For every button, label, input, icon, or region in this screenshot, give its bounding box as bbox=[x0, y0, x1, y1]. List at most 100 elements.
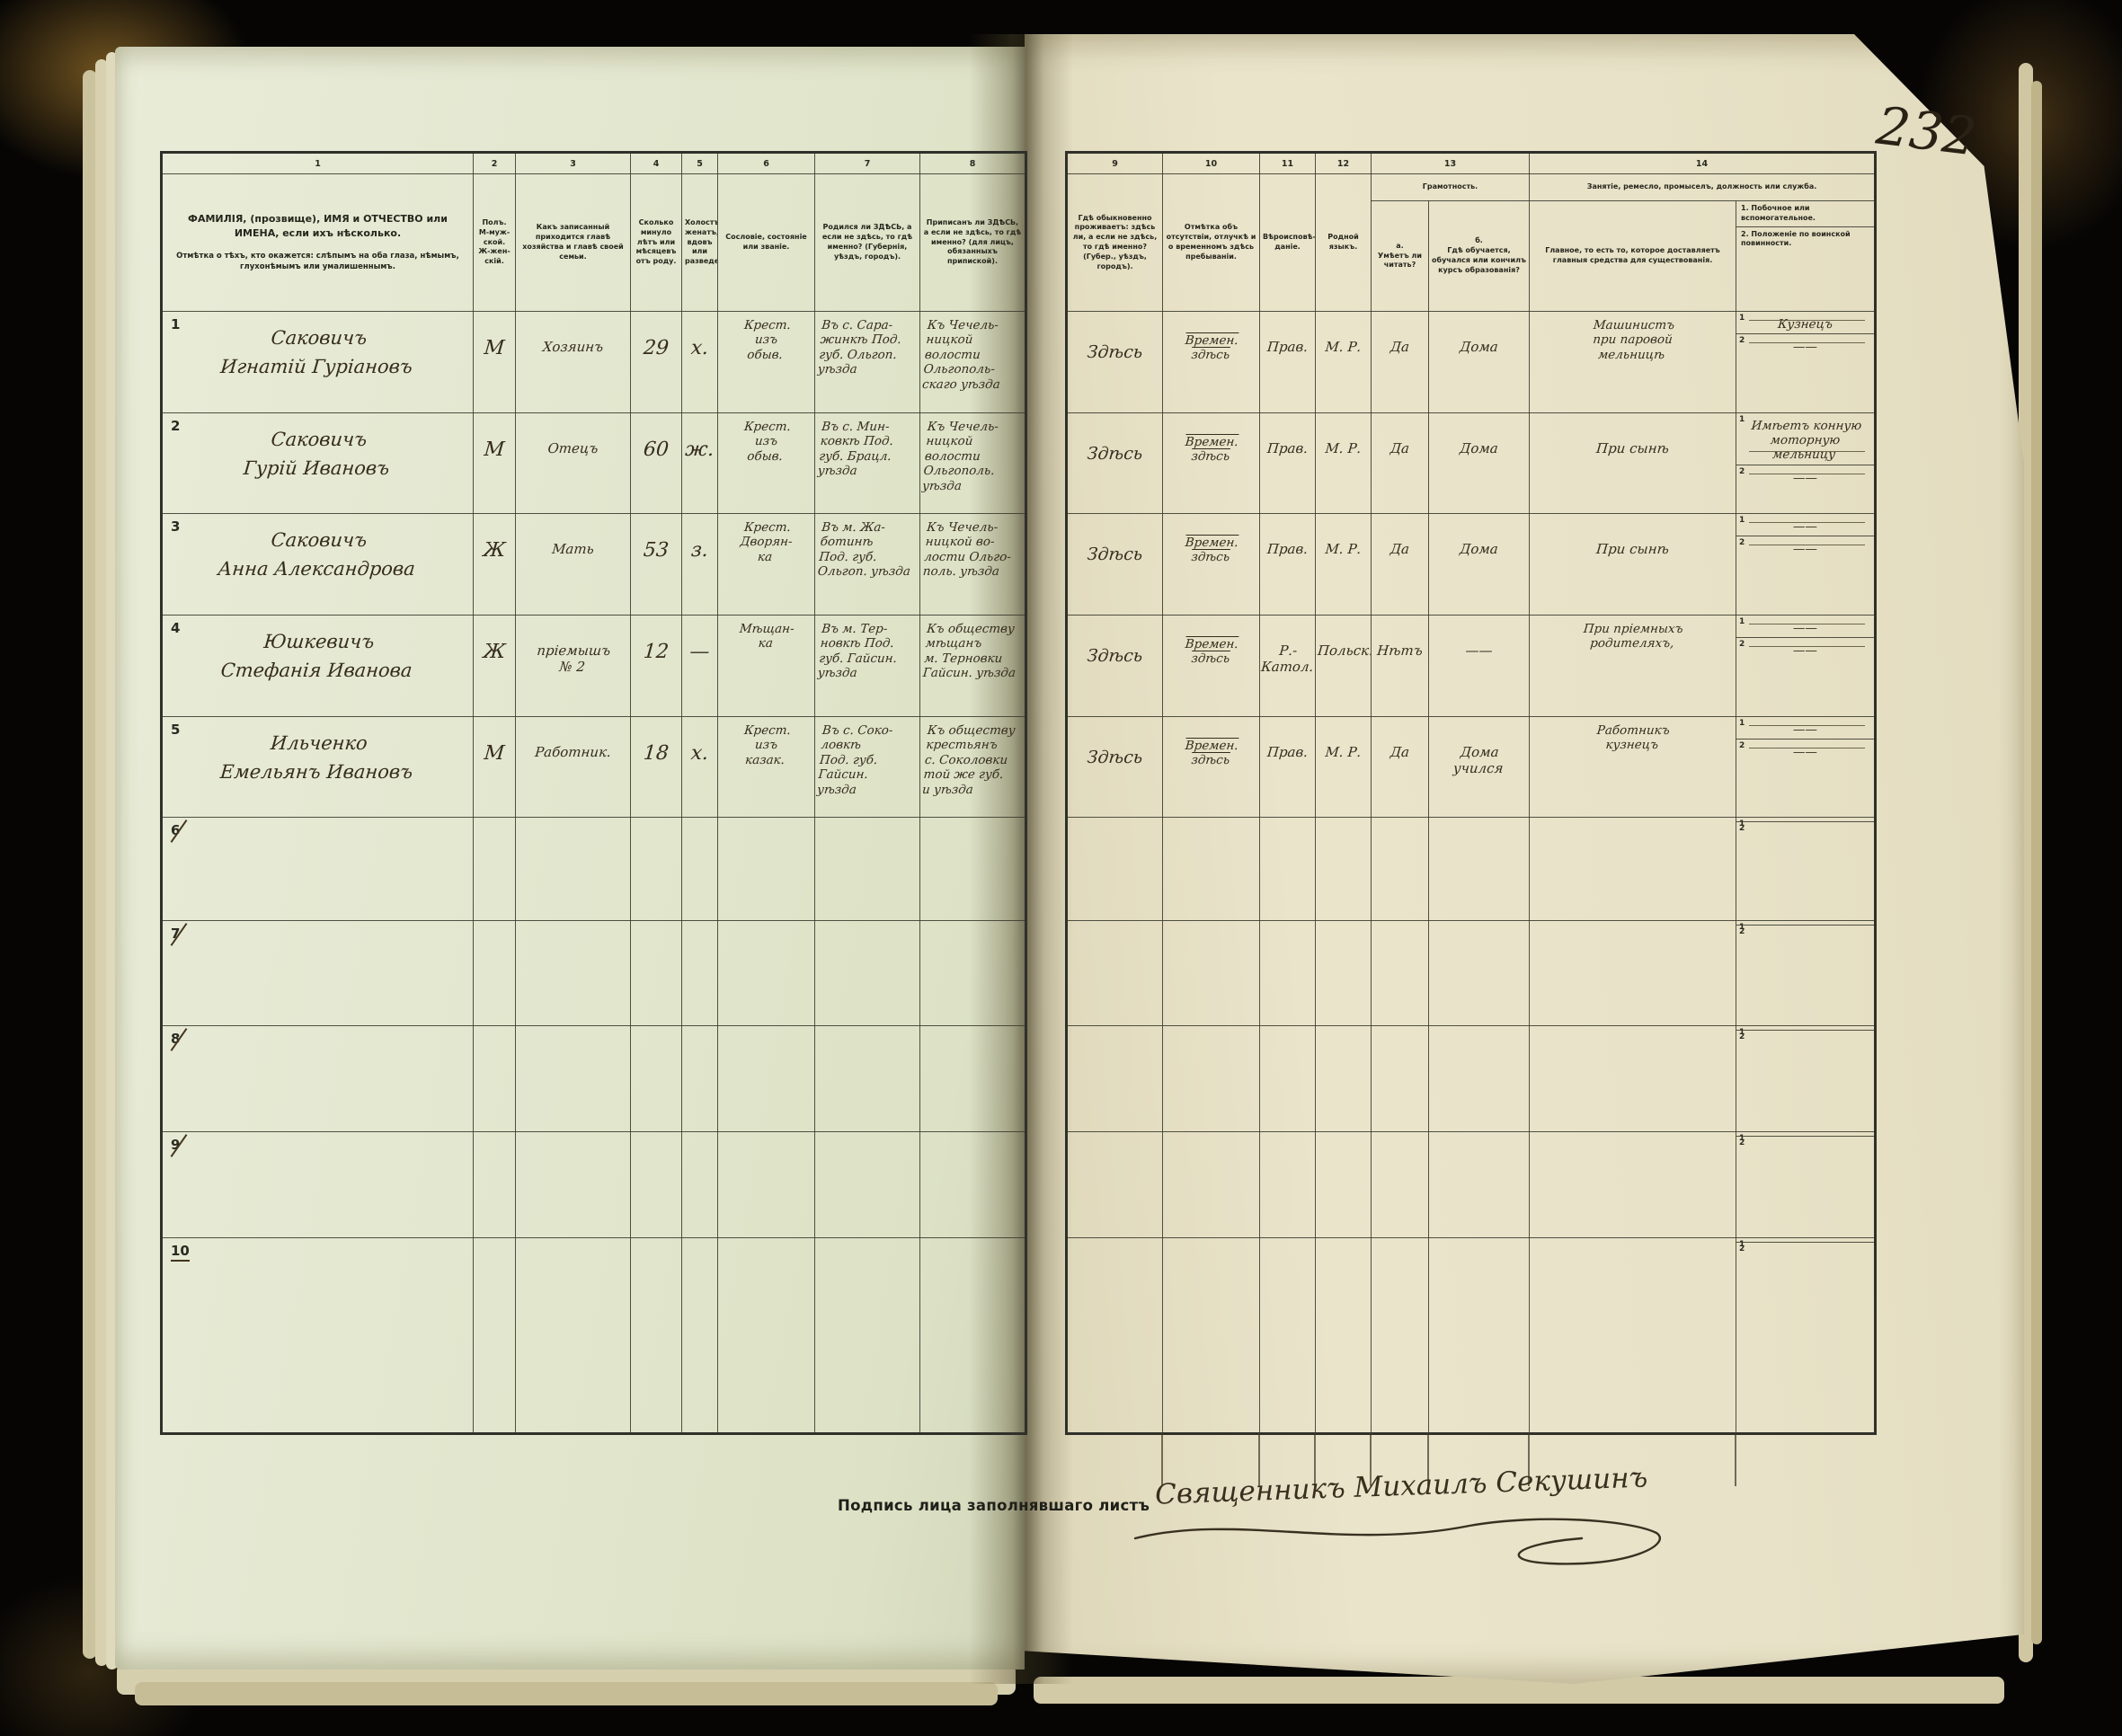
side-marker-2: 2 bbox=[1739, 1138, 1745, 1147]
side-half-2: 2 bbox=[1736, 1242, 1875, 1253]
person-name: Саковичъ Анна Александрова bbox=[217, 529, 416, 580]
column-line-stub bbox=[1427, 1432, 1429, 1486]
cell-studied: Дома bbox=[1427, 513, 1531, 616]
empty-cell bbox=[1259, 1025, 1316, 1132]
col-number: 8 bbox=[919, 152, 1026, 174]
col-number: 9 bbox=[1066, 152, 1163, 174]
column-line-stub bbox=[1528, 1432, 1530, 1486]
absence-value: Времен. здѣсь bbox=[1185, 739, 1239, 767]
side-half-1: 1 Кузнецъ bbox=[1737, 313, 1875, 334]
empty-cell bbox=[681, 817, 718, 921]
column-line-stub bbox=[1370, 1432, 1372, 1486]
side-half-2: 2 —— bbox=[1736, 464, 1875, 487]
cell-resides: Здѣсь bbox=[1066, 311, 1163, 413]
col-number: 3 bbox=[515, 152, 631, 174]
cell-name: 10 bbox=[161, 1237, 474, 1434]
registered-value: Къ Чечель- ницкой во- лости Ольго- поль.… bbox=[922, 520, 1012, 580]
empty-cell bbox=[1315, 1237, 1372, 1434]
cell-relation: Мать bbox=[515, 513, 631, 616]
row-number: 4 bbox=[171, 620, 181, 636]
empty-cell bbox=[1371, 1131, 1429, 1238]
col-number: 4 bbox=[630, 152, 682, 174]
estate-value: Крест. изъ казак. bbox=[743, 723, 792, 767]
language-value: М. Р. bbox=[1324, 541, 1363, 557]
resides-value: Здѣсь bbox=[1086, 444, 1144, 464]
cell-language: М. Р. bbox=[1315, 311, 1372, 413]
empty-cell bbox=[717, 1025, 815, 1132]
cell-reads: Да bbox=[1371, 311, 1429, 413]
side-marker-1: 1 bbox=[1739, 516, 1745, 525]
cell-reads: Нѣтъ bbox=[1371, 615, 1429, 717]
cell-religion: Прав. bbox=[1259, 412, 1316, 514]
cell-marital: — bbox=[681, 615, 718, 717]
side-half-1: 1 bbox=[1737, 1027, 1875, 1037]
empty-cell bbox=[919, 817, 1026, 921]
side-marker-2: 2 bbox=[1739, 466, 1745, 476]
birthplace-value: Въ с. Соко- ловкѣ Под. губ. Гайсин. уѣзд… bbox=[816, 723, 894, 797]
side-marker-2: 2 bbox=[1739, 640, 1745, 650]
empty-cell bbox=[1529, 1237, 1737, 1434]
marital-value: х. bbox=[689, 337, 710, 359]
occupation-main-value: При сынѣ bbox=[1595, 440, 1670, 456]
cell-marital: х. bbox=[681, 716, 718, 818]
header-residence: Гдѣ обыкновенно проживаетъ: здѣсь ли, а … bbox=[1066, 173, 1163, 312]
cell-estate: Крест. изъ казак. bbox=[717, 716, 815, 818]
empty-cell bbox=[1529, 1131, 1737, 1238]
cell-name: 6 bbox=[161, 817, 474, 921]
col-number: 1 bbox=[161, 152, 474, 174]
relation-value: пріемышъ № 2 bbox=[536, 642, 611, 675]
empty-cell bbox=[1529, 920, 1737, 1026]
sex-value: Ж bbox=[482, 641, 507, 663]
empty-cell bbox=[1427, 1131, 1531, 1238]
header-name: ФАМИЛІЯ, (прозвище), ИМЯ и ОТЧЕСТВО или … bbox=[161, 173, 474, 312]
empty-cell bbox=[1162, 817, 1260, 921]
resides-value: Здѣсь bbox=[1086, 545, 1144, 564]
cell-marital: з. bbox=[681, 513, 718, 616]
empty-cell bbox=[1259, 1237, 1316, 1434]
estate-value: Мѣщан- ка bbox=[739, 622, 795, 651]
empty-cell bbox=[515, 920, 631, 1026]
side-marker-2: 2 bbox=[1739, 824, 1745, 833]
cell-age: 53 bbox=[630, 513, 682, 616]
sex-value: М bbox=[483, 438, 506, 461]
side-marker-1: 1 bbox=[1739, 314, 1745, 323]
relation-value: Хозяинъ bbox=[542, 339, 604, 355]
reads-value: Да bbox=[1390, 541, 1410, 557]
cell-relation: Работник. bbox=[515, 716, 631, 818]
cell-occupation-side: 1 Имѣетъ конную моторную мельницу 2 —— bbox=[1736, 412, 1877, 514]
birthplace-value: Въ м. Тер- новкѣ Под. губ. Гайсин. уѣзда bbox=[817, 622, 898, 681]
side-marker-2: 2 bbox=[1739, 336, 1745, 346]
empty-cell bbox=[515, 1025, 631, 1132]
empty-cell bbox=[814, 1131, 920, 1238]
person-name: Саковичъ Гурій Ивановъ bbox=[243, 429, 391, 479]
empty-cell bbox=[919, 1025, 1026, 1132]
studied-value: Дома bbox=[1459, 440, 1499, 456]
marital-value: з. bbox=[689, 539, 710, 562]
row-number: 3 bbox=[171, 518, 181, 535]
col-number: 5 bbox=[681, 152, 718, 174]
studied-value: Дома bbox=[1459, 339, 1499, 355]
registered-value: Къ Чечель- ницкой волости Ольгополь. уѣз… bbox=[921, 420, 999, 493]
occupation-main-value: Работникъ кузнецъ bbox=[1596, 723, 1671, 753]
side-half-2: 2 —— bbox=[1736, 333, 1875, 356]
empty-cell bbox=[1315, 1025, 1372, 1132]
header-absence: Отмѣтка объ отсутствіи, отлучкѣ и о врем… bbox=[1162, 173, 1260, 312]
empty-cell bbox=[473, 817, 516, 921]
absence-value: Времен. здѣсь bbox=[1185, 637, 1239, 666]
empty-cell bbox=[814, 1025, 920, 1132]
cell-estate: Крест. Дворян- ка bbox=[717, 513, 815, 616]
header-reads: а. Умѣетъ ли читать? bbox=[1371, 200, 1429, 312]
empty-cell bbox=[717, 1237, 815, 1434]
cell-registered: Къ обществу крестьянъ с. Соколовки той ж… bbox=[919, 716, 1026, 818]
side-half-1: 1 —— bbox=[1737, 718, 1875, 740]
header-side-1: 1. Побочное или вспомогательное. bbox=[1741, 204, 1816, 222]
page-edge bbox=[106, 52, 118, 1670]
age-value: 12 bbox=[642, 641, 670, 663]
empty-cell bbox=[919, 1237, 1026, 1434]
col-number: 2 bbox=[473, 152, 516, 174]
empty-cell bbox=[1427, 817, 1531, 921]
empty-cell bbox=[717, 1131, 815, 1238]
row-number: 7 bbox=[171, 926, 181, 942]
